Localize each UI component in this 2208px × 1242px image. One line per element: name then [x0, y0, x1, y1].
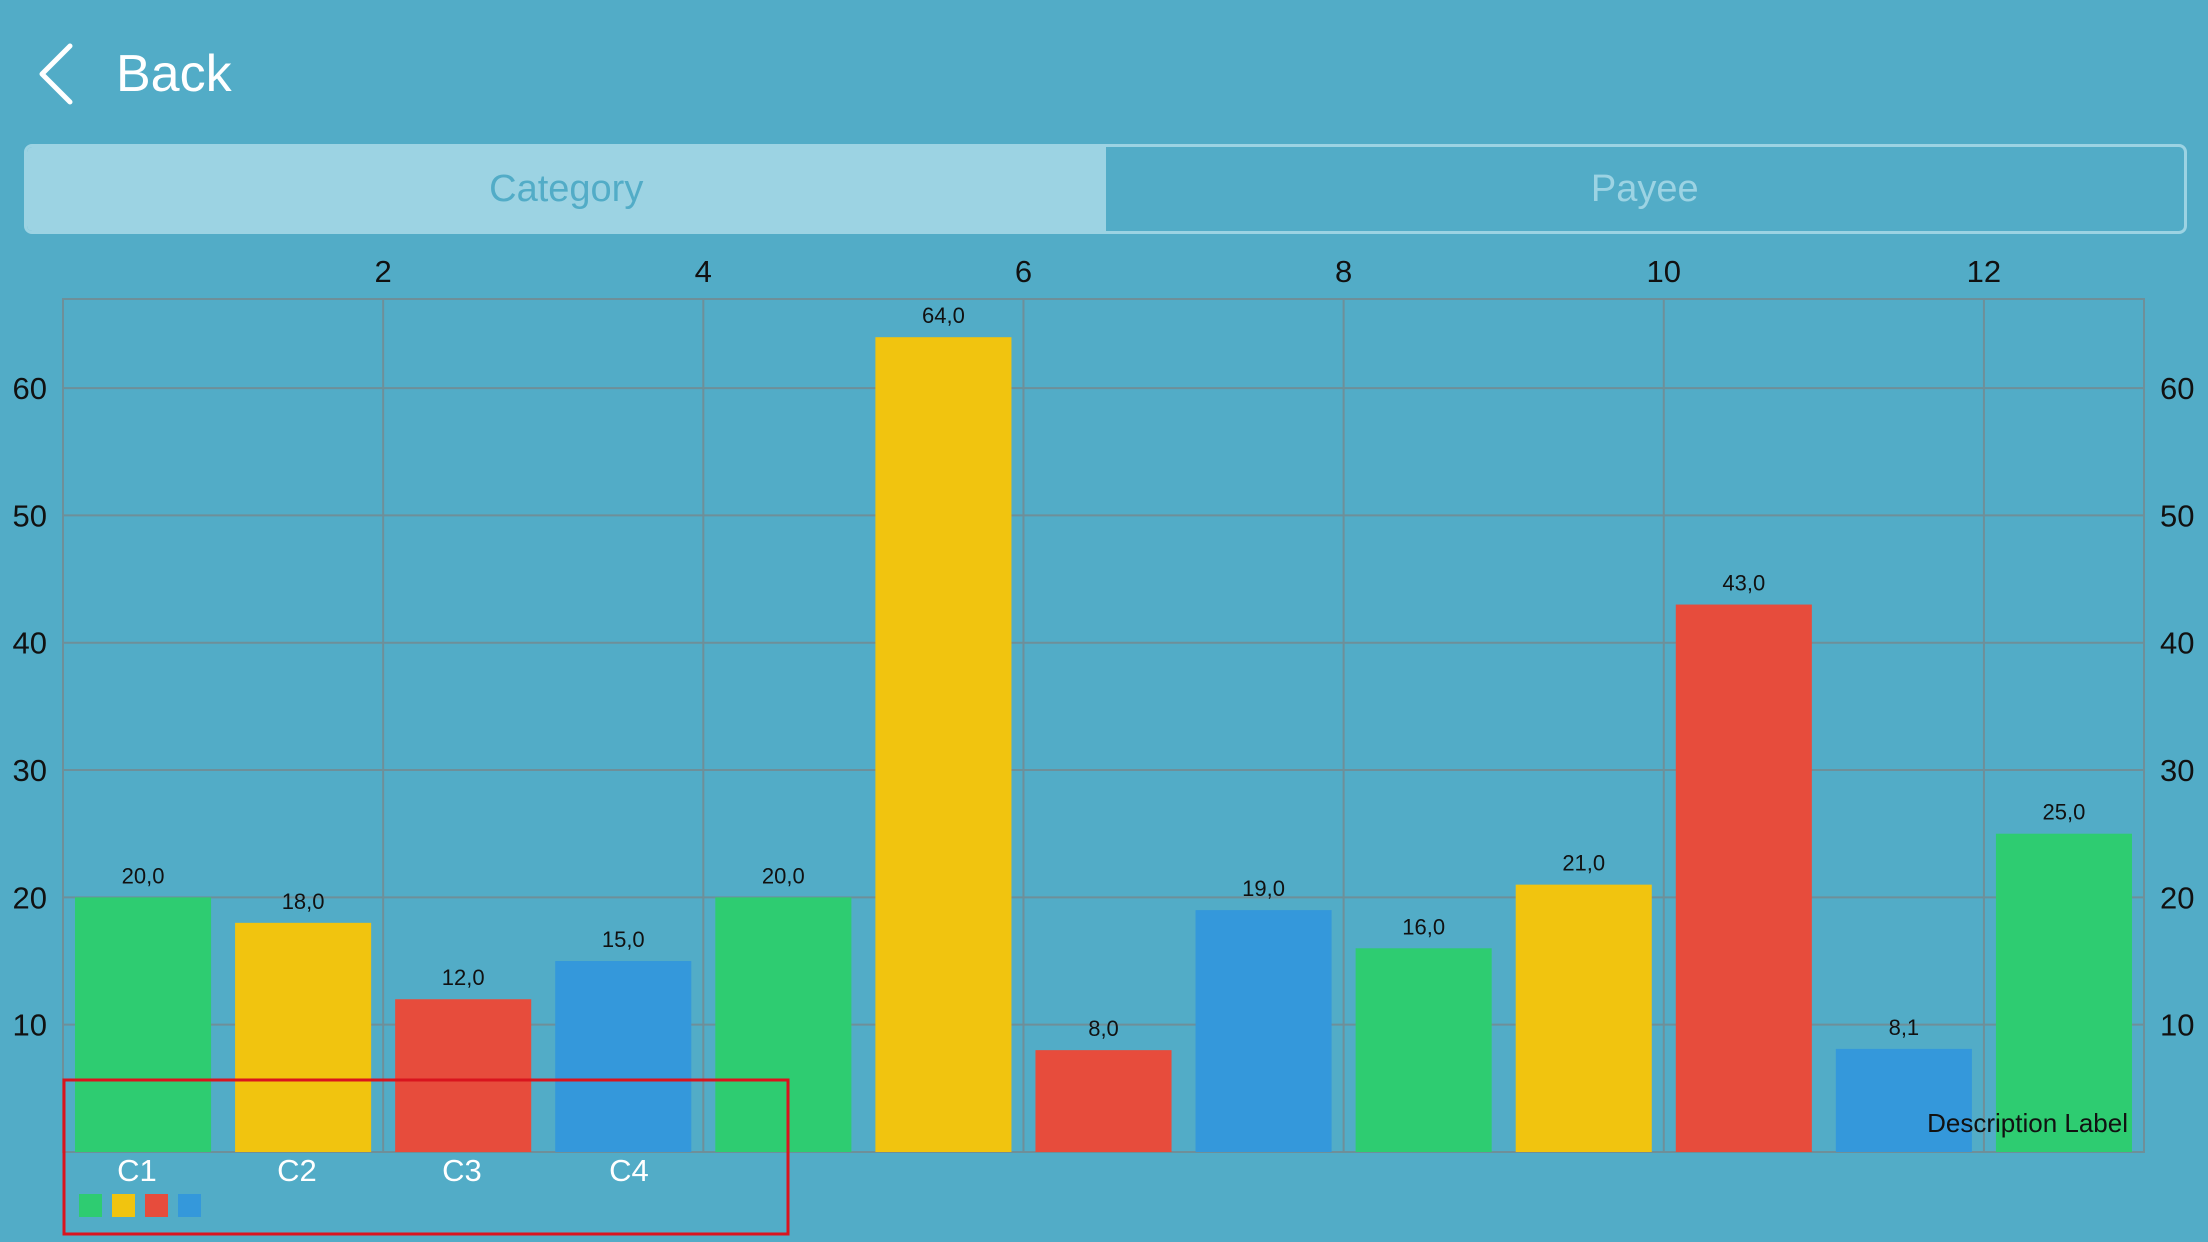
y-tick-label-right: 40 [2160, 626, 2194, 661]
bar-value-label: 25,0 [2043, 800, 2086, 825]
x-tick-label: 8 [1335, 254, 1352, 289]
bar [235, 922, 372, 1152]
legend-swatch [79, 1194, 102, 1217]
bar [1195, 910, 1332, 1152]
y-tick-label-right: 10 [2160, 1008, 2194, 1043]
legend-highlight-box [62, 1078, 790, 1236]
bar-value-label: 8,1 [1889, 1015, 1920, 1040]
chevron-left-icon [39, 43, 73, 105]
x-tick-label: 10 [1647, 254, 1681, 289]
y-tick-label-right: 50 [2160, 498, 2194, 533]
bar [1515, 884, 1652, 1152]
x-tick-label: 12 [1967, 254, 2001, 289]
back-button[interactable]: Back [30, 36, 232, 112]
y-tick-label-left: 50 [13, 498, 47, 533]
legend-label: C4 [609, 1153, 649, 1188]
segmented-control: Category Payee [24, 144, 2187, 234]
bar-value-label: 8,0 [1088, 1016, 1119, 1041]
bar-value-label: 18,0 [282, 889, 325, 914]
bar-value-label: 20,0 [122, 863, 165, 888]
y-tick-label-left: 30 [13, 753, 47, 788]
y-tick-label-left: 10 [13, 1008, 47, 1043]
back-label: Back [116, 45, 232, 103]
legend-swatch [112, 1194, 135, 1217]
legend-label: C2 [277, 1153, 317, 1188]
legend-swatch [145, 1194, 168, 1217]
bar [1035, 1050, 1172, 1152]
navigation-bar: Back [0, 0, 2208, 140]
bar-value-label: 43,0 [1722, 571, 1765, 596]
bar [1995, 833, 2132, 1152]
bar-value-label: 20,0 [762, 863, 805, 888]
bar-value-label: 12,0 [442, 965, 485, 990]
description-label: Description Label [1927, 1108, 2128, 1138]
bar [1835, 1048, 1972, 1152]
bar-value-label: 16,0 [1402, 914, 1445, 939]
bar-value-label: 64,0 [922, 303, 965, 328]
y-tick-label-left: 20 [13, 880, 47, 915]
tab-category[interactable]: Category [27, 147, 1106, 231]
bar [75, 897, 212, 1152]
x-tick-label: 4 [695, 254, 712, 289]
bar [1355, 948, 1492, 1152]
y-tick-label-right: 30 [2160, 753, 2194, 788]
bar [555, 961, 692, 1152]
bar-value-label: 19,0 [1242, 876, 1285, 901]
y-tick-label-left: 60 [13, 371, 47, 406]
legend-swatch [178, 1194, 201, 1217]
bar-value-label: 15,0 [602, 927, 645, 952]
x-tick-label: 6 [1015, 254, 1032, 289]
legend-label: C1 [117, 1153, 157, 1188]
x-tick-label: 2 [375, 254, 392, 289]
legend-label: C3 [442, 1153, 482, 1188]
y-tick-label-right: 20 [2160, 880, 2194, 915]
bar [395, 999, 532, 1152]
y-tick-label-right: 60 [2160, 371, 2194, 406]
bar [1675, 604, 1812, 1152]
y-tick-label-left: 40 [13, 626, 47, 661]
bar [715, 897, 852, 1152]
tab-payee[interactable]: Payee [1590, 167, 1699, 210]
bar-value-label: 21,0 [1562, 851, 1605, 876]
bar [875, 337, 1012, 1152]
